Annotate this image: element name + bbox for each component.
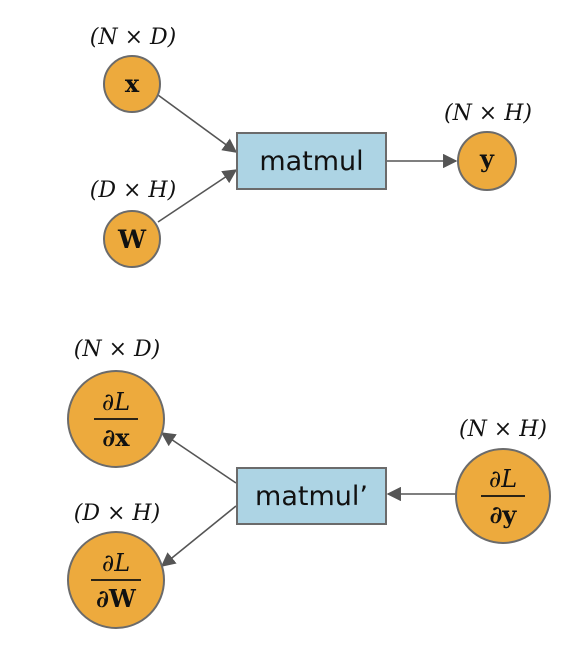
input-x-symbol: x	[125, 69, 140, 98]
grad-x-shape: (N × D)	[74, 337, 160, 362]
input-x-shape: (N × D)	[90, 25, 176, 50]
grad-w-denominator: ∂W	[96, 584, 137, 613]
input-w-shape: (D × H)	[90, 178, 176, 203]
output-y-symbol: y	[479, 144, 495, 173]
input-w-node	[103, 210, 161, 268]
grad-y-shape: (N × H)	[459, 417, 547, 442]
grad-x-numerator: ∂L	[102, 388, 130, 416]
backward-graph: (N × D) ∂L ∂x (D × H) ∂L ∂W matmul’ (N ×…	[67, 337, 551, 629]
edge-matmulgrad-to-dx	[160, 432, 237, 484]
forward-graph: (N × D) x (D × H) W matmul (N × H) y	[90, 25, 532, 268]
edge-x-to-matmul	[157, 94, 238, 153]
edge-matmulgrad-to-dw	[160, 505, 237, 567]
grad-y-denominator: ∂y	[490, 500, 518, 529]
output-y-shape: (N × H)	[444, 101, 532, 126]
grad-w-shape: (D × H)	[74, 501, 160, 526]
grad-y-numerator: ∂L	[489, 465, 517, 493]
input-x-node	[103, 55, 161, 113]
grad-w-numerator: ∂L	[102, 549, 130, 577]
output-y-node	[457, 131, 517, 191]
matmul-grad-op-box	[236, 467, 387, 525]
input-w-symbol: W	[117, 225, 147, 254]
matmul-op-label: matmul	[259, 146, 363, 177]
matmul-grad-op-label: matmul’	[255, 481, 368, 512]
grad-x-denominator: ∂x	[102, 423, 130, 452]
matmul-op-box	[236, 132, 387, 190]
edge-w-to-matmul	[157, 169, 238, 223]
